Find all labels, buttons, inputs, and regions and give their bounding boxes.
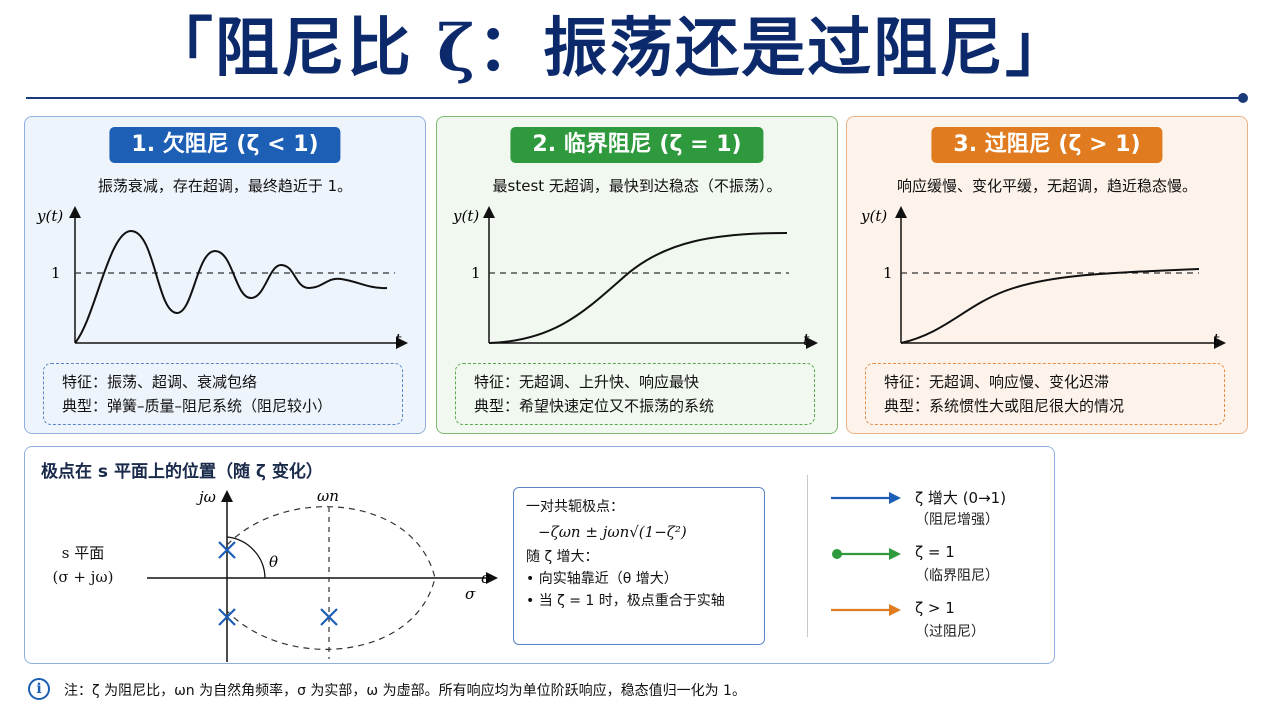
card-description: 最stest 无超调，最快到达稳态（不振荡）。 xyxy=(492,177,782,195)
omega-n-label: ωn xyxy=(317,487,339,505)
info-icon: i xyxy=(28,678,50,700)
legend-zeta-greater-one: ζ > 1 （过阻尼） xyxy=(831,599,1051,645)
card-heading-overdamped: 3. 过阻尼 (ζ > 1) xyxy=(931,127,1163,163)
title-divider xyxy=(26,97,1240,99)
card-description: 响应缓慢、变化平缓，无超调，趋近稳态慢。 xyxy=(896,177,1197,195)
feature-line: 特征：无超调、响应慢、变化迟滞 xyxy=(884,373,1110,391)
footnote-text: 注：ζ 为阻尼比，ωn 为自然角频率，σ 为实部，ω 为虚部。所有响应均为单位阶… xyxy=(64,683,746,699)
s-plane-label-line1: s 平面 xyxy=(61,544,105,562)
poles-heading: 一对共轭极点： xyxy=(526,499,624,515)
title-divider-dot xyxy=(1238,93,1248,103)
x-axis-label: t xyxy=(803,330,810,349)
legend-sub: （过阻尼） xyxy=(915,624,985,640)
bullet-coincide: • 当 ζ = 1 时，极点重合于实轴 xyxy=(526,593,725,609)
legend-zeta-equal-one: ζ = 1 （临界阻尼） xyxy=(831,543,1051,589)
feature-box: 特征：无超调、响应慢、变化迟滞 典型：系统惯性大或阻尼很大的情况 xyxy=(865,363,1225,425)
critical-curve xyxy=(488,232,788,344)
theta-arc xyxy=(226,536,266,579)
legend-sub: （临界阻尼） xyxy=(915,568,999,584)
reference-label: 1 xyxy=(51,264,61,282)
feature-line: 特征：无超调、上升快、响应最快 xyxy=(474,373,700,391)
feature-line: 特征：振荡、超调、衰减包络 xyxy=(62,373,258,391)
pole-panel-title: 极点在 s 平面上的位置（随 ζ 变化） xyxy=(41,462,323,482)
theta-label: θ xyxy=(269,553,278,571)
legend-label: ζ = 1 xyxy=(915,543,955,561)
orange-arrow-icon xyxy=(831,604,901,616)
y-axis-label: y(t) xyxy=(36,207,63,225)
page-title: 「阻尼比 ζ：振荡还是过阻尼」 xyxy=(148,11,1072,86)
s-plane-diagram: jω ωn θ σ σ xyxy=(147,487,498,662)
x-axis-label: t xyxy=(1213,330,1220,349)
x-axis-label: t xyxy=(395,330,402,349)
typical-line: 典型：弹簧–质量–阻尼系统（阻尼较小） xyxy=(62,397,333,415)
y-axis-label: y(t) xyxy=(452,207,479,225)
increase-heading: 随 ζ 增大： xyxy=(526,549,599,565)
critical-response-graph: y(t) 1 t xyxy=(452,206,818,349)
typical-line: 典型：系统惯性大或阻尼很大的情况 xyxy=(884,397,1125,415)
legend-label: ζ 增大 (0→1) xyxy=(915,489,1007,507)
pole-formula: −ζωn ± jωn√(1−ζ²) xyxy=(538,523,687,541)
overdamped-response-graph: y(t) 1 t xyxy=(860,206,1226,349)
overdamped-curve xyxy=(900,268,1200,344)
pole-marker-lower xyxy=(218,608,236,626)
legend-label: ζ > 1 xyxy=(915,599,955,617)
pole-location-panel: 极点在 s 平面上的位置（随 ζ 变化） s 平面 (σ + jω) jω ωn… xyxy=(24,446,1055,664)
y-axis-label: y(t) xyxy=(860,207,887,225)
card-overdamped: 3. 过阻尼 (ζ > 1) 响应缓慢、变化平缓，无超调，趋近稳态慢。 y(t)… xyxy=(846,116,1248,434)
reference-label: 1 xyxy=(883,264,893,282)
card-critical: 2. 临界阻尼 (ζ = 1) 最stest 无超调，最快到达稳态（不振荡）。 … xyxy=(436,116,838,434)
conjugate-poles-box: 一对共轭极点： −ζωn ± jωn√(1−ζ²) 随 ζ 增大： • 向实轴靠… xyxy=(513,487,765,645)
reference-label: 1 xyxy=(471,264,481,282)
bullet-approach-axis: • 向实轴靠近（θ 增大） xyxy=(526,571,678,587)
pole-marker-real xyxy=(320,608,338,626)
legend-divider xyxy=(807,475,808,637)
blue-arrow-icon xyxy=(831,492,901,504)
footnote: i 注：ζ 为阻尼比，ωn 为自然角频率，σ 为实部，ω 为虚部。所有响应均为单… xyxy=(24,676,1224,704)
typical-line: 典型：希望快速定位又不振荡的系统 xyxy=(474,397,715,415)
pole-locus-dashed xyxy=(226,506,436,650)
real-axis-label: σ xyxy=(481,569,492,587)
feature-box: 特征：无超调、上升快、响应最快 典型：希望快速定位又不振荡的系统 xyxy=(455,363,815,425)
green-dot-arrow-icon xyxy=(832,548,901,560)
underdamped-response-graph: y(t) 1 t xyxy=(36,206,408,349)
card-heading-critical: 2. 临界阻尼 (ζ = 1) xyxy=(510,127,764,163)
card-heading-underdamped: 1. 欠阻尼 (ζ < 1) xyxy=(109,127,341,163)
legend-sub: （阻尼增强） xyxy=(915,512,999,528)
legend-zeta-increase: ζ 增大 (0→1) （阻尼增强） xyxy=(831,487,1051,533)
underdamped-curve xyxy=(74,229,388,344)
card-underdamped: 1. 欠阻尼 (ζ < 1) 振荡衰减，存在超调，最终趋近于 1。 y(t) 1… xyxy=(24,116,426,434)
s-plane-label: s 平面 (σ + jω) xyxy=(35,541,131,589)
real-axis-label-below: σ xyxy=(465,585,476,603)
feature-box: 特征：振荡、超调、衰减包络 典型：弹簧–质量–阻尼系统（阻尼较小） xyxy=(43,363,403,425)
s-plane-label-line2: (σ + jω) xyxy=(52,568,114,586)
pole-marker-upper xyxy=(218,541,236,559)
card-description: 振荡衰减，存在超调，最终趋近于 1。 xyxy=(97,177,353,195)
imag-axis-label: jω xyxy=(196,488,216,506)
